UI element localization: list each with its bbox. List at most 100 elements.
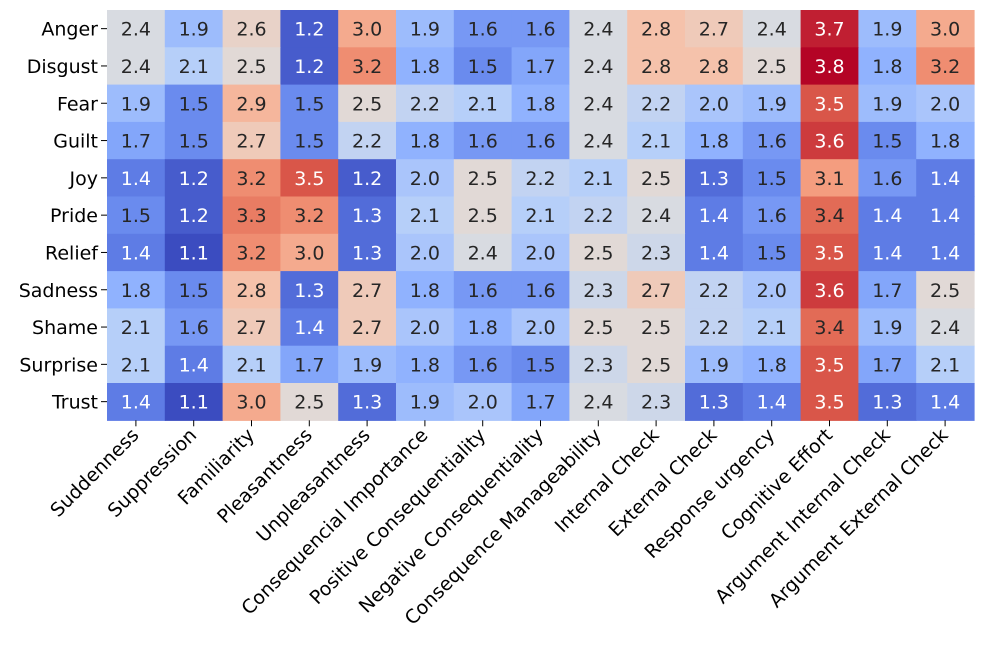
heatmap-cell (858, 233, 917, 272)
cell-value-label: 1.8 (410, 56, 440, 78)
heatmap-cell (338, 84, 397, 123)
cell-value-label: 1.2 (352, 168, 382, 190)
cell-value-label: 2.0 (930, 93, 960, 115)
cell-value-label: 3.8 (814, 56, 844, 78)
cell-value-label: 2.0 (525, 317, 555, 339)
heatmap-cell (627, 121, 686, 160)
heatmap-cell (800, 10, 859, 48)
heatmap-cell (627, 84, 686, 123)
heatmap-cell (858, 271, 917, 309)
cell-value-label: 1.5 (468, 56, 498, 78)
cell-value-label: 3.5 (814, 392, 844, 414)
cell-value-label: 1.2 (179, 168, 209, 190)
cell-value-label: 2.7 (236, 131, 266, 153)
heatmap-cell (280, 10, 339, 48)
cell-value-label: 1.5 (872, 131, 902, 153)
heatmap-cell (107, 47, 166, 86)
cell-value-label: 1.6 (525, 19, 555, 41)
cell-value-label: 2.0 (410, 242, 440, 264)
heatmap-cell (222, 121, 281, 160)
y-tick-label: Anger (41, 19, 98, 41)
heatmap-cell (453, 121, 513, 160)
heatmap-cell (396, 345, 455, 384)
heatmap-cell (800, 233, 859, 272)
cell-value-label: 1.4 (699, 242, 729, 264)
heatmap-cell (685, 159, 744, 198)
heatmap-cell (685, 196, 744, 235)
heatmap-cell (511, 159, 570, 198)
heatmap-cell (164, 10, 224, 48)
heatmap-cell (280, 308, 339, 347)
cell-value-label: 1.8 (872, 56, 902, 78)
cell-value-label: 1.6 (468, 19, 498, 41)
cell-value-label: 1.3 (352, 392, 382, 414)
heatmap-cell (164, 383, 224, 421)
heatmap-cell (453, 383, 513, 421)
cell-value-label: 1.5 (757, 242, 787, 264)
heatmap-cell (222, 84, 281, 123)
heatmap-cell (569, 47, 628, 86)
cell-value-label: 3.2 (236, 168, 266, 190)
cell-value-label: 2.3 (583, 354, 613, 376)
heatmap-cell (742, 47, 802, 86)
cell-value-label: 1.8 (757, 354, 787, 376)
cell-value-label: 1.6 (468, 280, 498, 302)
heatmap-cell (280, 233, 339, 272)
heatmap-cell (164, 159, 224, 198)
cell-value-label: 2.1 (236, 354, 266, 376)
cell-value-label: 2.4 (930, 317, 960, 339)
heatmap-cell (280, 47, 339, 86)
heatmap-cell (396, 47, 455, 86)
cell-value-label: 1.8 (468, 317, 498, 339)
heatmap-cell (858, 10, 917, 48)
cell-value-label: 2.5 (583, 242, 613, 264)
cell-value-label: 3.6 (814, 280, 844, 302)
cell-value-label: 2.5 (352, 93, 382, 115)
heatmap-cell (164, 345, 224, 384)
cell-value-label: 2.1 (121, 317, 151, 339)
heatmap-cell (627, 233, 686, 272)
cell-value-label: 2.4 (583, 19, 613, 41)
heatmap-cell (222, 383, 281, 421)
heatmap-cell (222, 10, 281, 48)
cell-value-label: 2.4 (583, 93, 613, 115)
cell-value-label: 2.7 (236, 317, 266, 339)
y-tick-label: Guilt (53, 131, 98, 153)
cell-value-label: 1.6 (525, 131, 555, 153)
cell-value-label: 2.5 (641, 354, 671, 376)
heatmap-cell (569, 345, 628, 384)
heatmap-cell (396, 196, 455, 235)
heatmap-cell (396, 271, 455, 309)
cell-value-label: 1.8 (410, 131, 440, 153)
heatmap-cell (569, 10, 628, 48)
heatmap-cell (742, 308, 802, 347)
cell-value-label: 1.9 (121, 93, 151, 115)
cell-value-label: 2.7 (641, 280, 671, 302)
heatmap-cell (800, 121, 859, 160)
heatmap-cell (511, 10, 570, 48)
heatmap-cell (511, 84, 570, 123)
cell-value-label: 2.4 (583, 56, 613, 78)
cell-value-label: 2.2 (352, 131, 382, 153)
cell-value-label: 1.1 (179, 392, 209, 414)
heatmap-cell (685, 84, 744, 123)
cell-value-label: 2.8 (641, 56, 671, 78)
heatmap-cell (107, 233, 166, 272)
cell-value-label: 2.3 (641, 392, 671, 414)
cell-value-label: 2.4 (468, 242, 498, 264)
cell-value-label: 1.5 (525, 354, 555, 376)
heatmap-cell (280, 345, 339, 384)
heatmap-cells (107, 10, 975, 421)
cell-value-label: 3.2 (236, 242, 266, 264)
heatmap-cell (742, 233, 802, 272)
cell-value-label: 3.0 (930, 19, 960, 41)
heatmap-cell (916, 383, 975, 421)
cell-value-label: 2.5 (294, 392, 324, 414)
heatmap-cell (280, 271, 339, 309)
heatmap-cell (511, 47, 570, 86)
heatmap-cell (222, 47, 281, 86)
cell-value-label: 1.7 (872, 354, 902, 376)
cell-value-label: 1.4 (872, 205, 902, 227)
heatmap-cell (858, 84, 917, 123)
heatmap-cell (569, 196, 628, 235)
